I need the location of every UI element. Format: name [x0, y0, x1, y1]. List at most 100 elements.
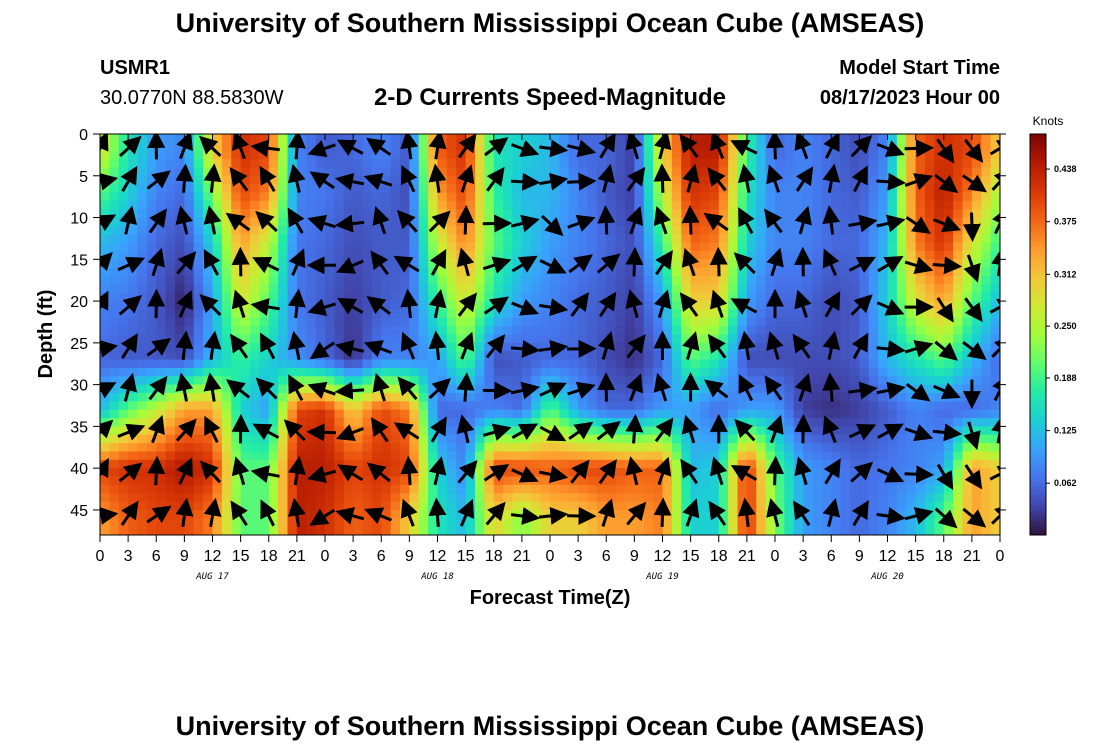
heatmap-cell — [859, 200, 870, 210]
current-vector-arrow — [598, 134, 616, 159]
current-vector-arrow — [934, 173, 959, 194]
heatmap-cell — [409, 476, 420, 486]
heatmap-cell — [578, 200, 589, 210]
heatmap-cell — [118, 367, 129, 377]
heatmap-cell — [709, 225, 720, 235]
heatmap-cell — [100, 159, 110, 169]
heatmap-cell — [231, 493, 242, 503]
current-vector-arrow — [429, 416, 447, 443]
heatmap-cell — [775, 326, 785, 336]
heatmap-cell — [906, 359, 917, 369]
current-vector-arrow — [876, 172, 906, 191]
heatmap-cell — [400, 192, 410, 202]
heatmap-cell — [428, 192, 439, 202]
heatmap-cell — [278, 501, 289, 511]
heatmap-cell — [390, 326, 401, 336]
heatmap-cell — [700, 175, 710, 185]
heatmap-cell — [981, 184, 992, 194]
heatmap-cell — [315, 234, 326, 244]
heatmap-cell — [465, 392, 476, 402]
heatmap-cell — [756, 376, 767, 386]
heatmap-cell — [465, 242, 476, 252]
heatmap-cell — [953, 242, 964, 252]
heatmap-cell — [240, 409, 251, 419]
heatmap-cell — [362, 518, 373, 528]
heatmap-cell — [850, 501, 860, 511]
heatmap-cell — [943, 401, 954, 411]
heatmap-cell — [437, 451, 448, 461]
heatmap-cell — [193, 392, 204, 402]
heatmap-cell — [859, 434, 870, 444]
heatmap-cell — [934, 351, 945, 361]
current-vector-arrow — [848, 214, 878, 233]
heatmap-cell — [371, 167, 382, 177]
heatmap-cell — [887, 459, 898, 469]
heatmap-cell — [756, 184, 767, 194]
heatmap-cell — [728, 418, 739, 427]
heatmap-cell — [887, 159, 898, 169]
heatmap-cell — [400, 184, 410, 194]
current-vector-arrow — [626, 334, 646, 359]
current-vector-arrow — [822, 205, 841, 235]
heatmap-cell — [887, 392, 898, 402]
x-tick-label: 21 — [288, 548, 306, 565]
heatmap-cell — [100, 276, 110, 285]
heatmap-cell — [606, 234, 617, 244]
heatmap-cell — [278, 367, 289, 377]
heatmap-cell — [334, 184, 345, 194]
heatmap-cell — [212, 451, 223, 461]
heatmap-cell — [934, 267, 945, 277]
heatmap-cell — [362, 317, 373, 327]
heatmap-cell — [137, 326, 148, 336]
heatmap-cell — [137, 134, 148, 143]
current-vector-arrow — [932, 423, 963, 442]
heatmap-cell — [240, 501, 251, 511]
heatmap-cell — [353, 242, 364, 252]
heatmap-cell — [325, 259, 335, 269]
heatmap-cell — [690, 434, 701, 444]
heatmap-cell — [868, 292, 879, 302]
heatmap-cell — [709, 493, 720, 503]
heatmap-cell — [465, 518, 476, 528]
heatmap-cell — [859, 309, 870, 319]
heatmap-cell — [278, 200, 289, 210]
heatmap-cell — [700, 451, 710, 461]
heatmap-cell — [484, 334, 495, 344]
heatmap-cell — [212, 326, 223, 336]
heatmap-cell — [503, 192, 514, 202]
heatmap-cell — [193, 468, 204, 478]
heatmap-cell — [550, 242, 560, 252]
heatmap-cell — [812, 392, 823, 402]
heatmap-cell — [953, 468, 964, 478]
heatmap-cell — [981, 209, 992, 219]
heatmap-cell — [981, 367, 992, 377]
heatmap-cell — [428, 209, 439, 219]
heatmap-cell — [193, 200, 204, 210]
page-title: University of Southern Mississippi Ocean… — [175, 8, 925, 38]
heatmap-cell — [240, 476, 251, 486]
heatmap-cell — [915, 484, 926, 494]
heatmap-cell — [418, 192, 429, 202]
heatmap-cell — [221, 367, 232, 377]
heatmap-cell — [137, 192, 148, 202]
heatmap-cell — [137, 418, 148, 427]
current-vector-arrow — [119, 205, 138, 235]
heatmap-cell — [775, 309, 785, 319]
heatmap-cell — [446, 259, 457, 269]
heatmap-cell — [315, 192, 326, 202]
heatmap-cell — [765, 242, 776, 252]
current-vector-arrow — [681, 414, 700, 444]
heatmap-cell — [381, 409, 392, 419]
heatmap-cell — [671, 192, 682, 202]
heatmap-cell — [578, 392, 589, 402]
heatmap-cell — [896, 250, 907, 260]
current-vector-arrow — [485, 501, 506, 526]
heatmap-cell — [278, 175, 289, 185]
x-tick-label: 3 — [349, 548, 358, 565]
heatmap-cell — [540, 451, 551, 461]
heatmap-cell — [615, 518, 626, 528]
heatmap-cell — [943, 192, 954, 202]
heatmap-cell — [981, 276, 992, 285]
heatmap-cell — [475, 501, 485, 511]
heatmap-cell — [371, 526, 382, 535]
